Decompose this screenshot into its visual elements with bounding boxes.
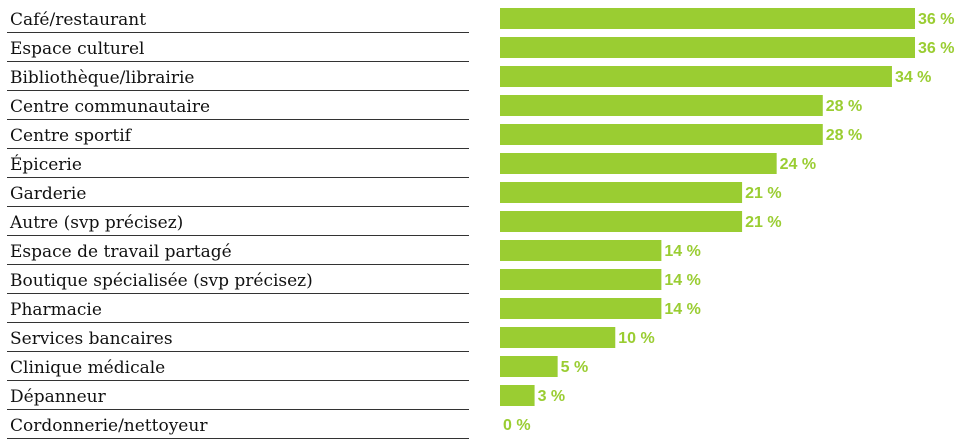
category-label: Clinique médicale bbox=[10, 358, 165, 378]
category-label: Pharmacie bbox=[10, 300, 102, 320]
value-label: 28 % bbox=[826, 127, 862, 144]
category-label: Cordonnerie/nettoyeur bbox=[10, 416, 208, 436]
value-label: 14 % bbox=[664, 243, 700, 260]
value-label: 3 % bbox=[538, 388, 566, 405]
category-label: Dépanneur bbox=[10, 387, 107, 407]
bar bbox=[500, 8, 915, 29]
category-label: Services bancaires bbox=[10, 329, 173, 349]
bar bbox=[500, 356, 558, 377]
value-label: 10 % bbox=[618, 330, 654, 347]
bar bbox=[500, 327, 616, 348]
bar bbox=[500, 182, 743, 203]
category-label: Autre (svp précisez) bbox=[9, 213, 183, 233]
category-label: Centre communautaire bbox=[10, 97, 210, 117]
bar bbox=[500, 385, 535, 406]
bar bbox=[500, 153, 777, 174]
value-label: 36 % bbox=[918, 11, 954, 28]
value-label: 36 % bbox=[918, 40, 954, 57]
value-label: 14 % bbox=[664, 301, 700, 318]
category-label: Épicerie bbox=[10, 154, 82, 175]
value-label: 34 % bbox=[895, 69, 931, 86]
category-label: Centre sportif bbox=[10, 126, 133, 146]
bar bbox=[500, 298, 662, 319]
bar bbox=[500, 240, 662, 261]
category-label: Bibliothèque/librairie bbox=[10, 68, 194, 88]
value-label: 0 % bbox=[503, 417, 531, 434]
value-label: 21 % bbox=[745, 185, 781, 202]
category-label: Café/restaurant bbox=[10, 10, 146, 30]
category-label: Boutique spécialisée (svp précisez) bbox=[10, 271, 313, 291]
chart-rows: Café/restaurant 36 % Espace culturel 36 % Bi… bbox=[7, 8, 954, 439]
bar bbox=[500, 124, 823, 145]
bar bbox=[500, 66, 892, 87]
value-label: 14 % bbox=[664, 272, 700, 289]
category-label: Espace de travail partagé bbox=[10, 242, 232, 262]
category-label: Espace culturel bbox=[10, 39, 144, 59]
value-label: 5 % bbox=[561, 359, 589, 376]
category-label: Garderie bbox=[10, 184, 86, 204]
bar bbox=[500, 269, 662, 290]
bar bbox=[500, 37, 915, 58]
bar bbox=[500, 95, 823, 116]
bar bbox=[500, 211, 743, 232]
value-label: 28 % bbox=[826, 98, 862, 115]
value-label: 24 % bbox=[780, 156, 816, 173]
value-label: 21 % bbox=[745, 214, 781, 231]
